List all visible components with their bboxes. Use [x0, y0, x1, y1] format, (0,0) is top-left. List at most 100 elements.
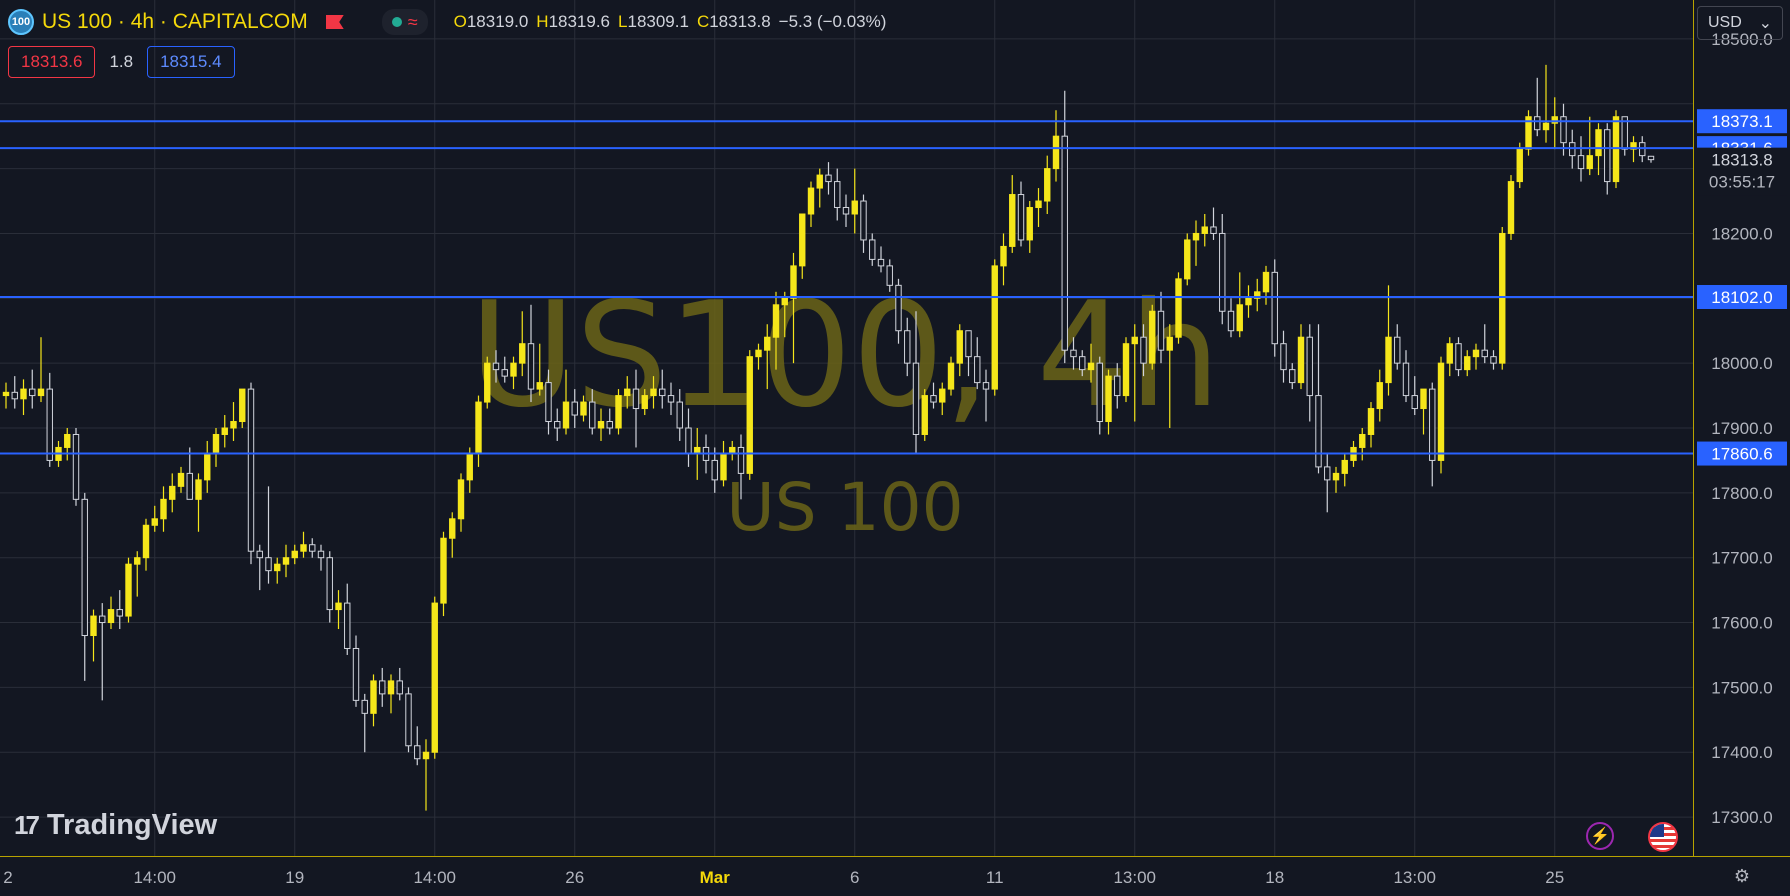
candle — [1324, 453, 1331, 513]
candle — [1604, 123, 1611, 195]
candle-body — [1376, 382, 1383, 410]
candle-body — [1639, 142, 1646, 157]
candle-body — [1114, 375, 1121, 397]
buy-button[interactable]: 18315.4 — [147, 46, 235, 78]
candle-body — [1534, 116, 1541, 131]
candle-body — [282, 557, 290, 565]
candle-body — [46, 388, 53, 461]
candle-body — [256, 550, 263, 559]
symbol-title[interactable]: US 100 · 4h · CAPITALCOM — [42, 10, 308, 33]
close-value: 18313.8 — [709, 12, 771, 31]
candle — [204, 440, 211, 493]
candle — [501, 356, 508, 383]
candle-body — [886, 265, 893, 286]
candle — [11, 376, 18, 409]
time-tick-label: 14:00 — [133, 868, 176, 887]
candle-body — [1647, 155, 1655, 161]
candle-body — [1612, 116, 1620, 183]
candle — [1402, 350, 1410, 403]
candle-body — [1490, 356, 1497, 364]
candle — [291, 544, 298, 565]
candle — [1639, 136, 1646, 163]
candle — [20, 379, 27, 416]
data-delay-icon: ≈ — [407, 11, 418, 32]
candle — [1516, 142, 1523, 189]
candle-body — [1315, 395, 1322, 468]
candle — [1306, 324, 1313, 422]
candle-body — [457, 479, 465, 520]
candle — [1437, 356, 1445, 474]
candle-body — [1420, 388, 1427, 410]
candle — [116, 590, 123, 630]
candles — [2, 64, 1655, 811]
candle — [1420, 388, 1427, 435]
candle-body — [1175, 278, 1182, 338]
candle-body — [1044, 168, 1051, 202]
candle-body — [1525, 116, 1532, 150]
line-price-badge — [1697, 285, 1787, 310]
candle — [282, 544, 290, 578]
candle — [1149, 304, 1156, 370]
candle — [134, 551, 141, 597]
market-status[interactable]: ≈ — [381, 9, 428, 35]
candle-body — [1166, 336, 1173, 351]
candle-body — [939, 388, 946, 403]
candle — [317, 544, 325, 571]
candle — [361, 693, 368, 753]
currency-select[interactable]: USD ⌄ — [1697, 6, 1783, 40]
settings-icon[interactable]: ⚙ — [1733, 865, 1751, 886]
candle — [1359, 428, 1366, 461]
candle-body — [379, 680, 386, 695]
candle-body — [1105, 375, 1112, 423]
candle — [974, 337, 981, 390]
chart-grid — [0, 0, 1693, 856]
candle — [912, 311, 920, 454]
candle-body — [230, 421, 237, 429]
candle-body — [475, 401, 482, 455]
sell-button[interactable]: 18313.6 — [8, 46, 96, 78]
candle-body — [1630, 142, 1637, 150]
candle — [904, 317, 911, 377]
time-tick-label: 18 — [1265, 868, 1284, 887]
change-value: −5.3 (−0.03%) — [778, 12, 887, 31]
time-tick-label: 25 — [1545, 868, 1564, 887]
candle-body — [554, 421, 561, 429]
candle — [1367, 402, 1375, 448]
candle — [1166, 324, 1173, 428]
candle — [300, 531, 307, 558]
candle — [1481, 324, 1488, 364]
candle — [492, 350, 500, 383]
candle — [1630, 136, 1637, 163]
candle — [177, 466, 185, 493]
candle-body — [1586, 155, 1593, 170]
candle — [1341, 453, 1348, 487]
candle-body — [842, 207, 850, 215]
candle-body — [1184, 239, 1191, 280]
candle-body — [720, 453, 727, 481]
candle — [1070, 337, 1077, 370]
candle-body — [431, 602, 438, 753]
candle-body — [466, 453, 473, 481]
candle-body — [177, 472, 185, 487]
symbol-icon[interactable]: 100 — [8, 9, 34, 35]
candle — [1569, 129, 1576, 169]
candle-body — [1332, 472, 1340, 481]
candle — [597, 408, 605, 441]
candle-body — [501, 369, 508, 377]
line-price-label: 18373.1 — [1711, 112, 1772, 131]
us-flag-icon[interactable] — [1648, 822, 1678, 852]
close-label: C — [696, 12, 710, 31]
candle — [772, 291, 780, 370]
time-axis: 2 14:00 19 14:00 26 Mar 6 11 13:00 18 13:00 25 — [0, 856, 1790, 887]
candle-body — [921, 395, 928, 435]
candle — [1262, 265, 1270, 305]
candle — [1394, 324, 1401, 370]
candle — [1490, 350, 1497, 370]
candle — [842, 194, 850, 227]
tradingview-logo[interactable]: 17 TradingView — [14, 809, 217, 842]
flag-icon[interactable] — [325, 15, 344, 29]
lightning-icon[interactable]: ⚡ — [1586, 822, 1614, 850]
candle — [527, 304, 535, 403]
candle — [1254, 278, 1261, 312]
